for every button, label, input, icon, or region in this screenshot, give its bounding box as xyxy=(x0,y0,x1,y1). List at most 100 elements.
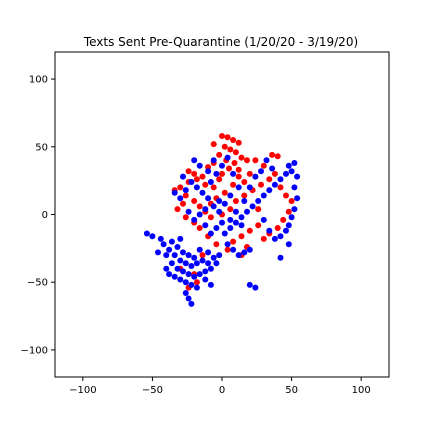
data-point xyxy=(174,244,181,250)
data-point xyxy=(202,268,209,275)
data-point xyxy=(252,157,259,164)
data-point xyxy=(260,192,267,199)
data-point xyxy=(163,252,170,259)
data-point xyxy=(288,168,295,175)
data-point xyxy=(285,222,292,229)
data-point xyxy=(238,214,245,221)
x-tick-label: 0 xyxy=(219,385,225,396)
data-point xyxy=(174,265,181,272)
data-point xyxy=(269,165,276,172)
data-point xyxy=(274,153,281,160)
data-point xyxy=(202,276,209,283)
data-point xyxy=(188,263,195,269)
data-point xyxy=(227,192,234,199)
data-point xyxy=(274,225,281,231)
data-point xyxy=(191,273,198,280)
data-point xyxy=(213,260,220,267)
data-point xyxy=(238,222,245,229)
data-point xyxy=(191,170,198,177)
data-point xyxy=(255,206,262,213)
data-point xyxy=(180,249,186,256)
data-point xyxy=(224,246,231,253)
data-point xyxy=(294,173,301,180)
data-point xyxy=(288,198,295,204)
data-point xyxy=(182,260,189,267)
data-point xyxy=(188,300,195,307)
data-point xyxy=(188,179,195,185)
data-point xyxy=(166,271,173,278)
data-point xyxy=(246,246,253,253)
data-point xyxy=(219,219,225,226)
data-point xyxy=(226,165,232,172)
data-point xyxy=(266,176,273,183)
points-layer xyxy=(143,133,301,307)
data-point xyxy=(269,151,276,158)
data-point xyxy=(207,281,214,288)
data-point xyxy=(249,203,256,210)
data-point xyxy=(180,268,186,275)
data-point xyxy=(263,157,270,164)
data-point xyxy=(207,230,214,237)
data-point xyxy=(168,260,175,267)
data-point xyxy=(283,192,289,199)
data-point xyxy=(210,141,217,148)
x-tick-label: −100 xyxy=(69,385,96,396)
data-point xyxy=(196,225,203,231)
data-point xyxy=(271,181,278,188)
data-point xyxy=(202,222,209,229)
data-point xyxy=(244,157,250,164)
data-point xyxy=(216,252,223,259)
data-point xyxy=(255,222,262,229)
data-point xyxy=(219,133,225,139)
data-point xyxy=(213,225,220,231)
data-point xyxy=(196,271,203,278)
data-point xyxy=(193,184,200,191)
data-point xyxy=(163,265,170,272)
data-point xyxy=(246,170,253,177)
data-point xyxy=(224,134,231,141)
data-point xyxy=(177,257,184,264)
data-point xyxy=(230,181,237,188)
data-point xyxy=(291,184,298,191)
data-point xyxy=(258,181,264,188)
data-point xyxy=(221,143,228,150)
data-point xyxy=(216,198,223,204)
data-point xyxy=(216,151,223,158)
data-point xyxy=(246,281,253,288)
data-point xyxy=(185,271,192,278)
data-point xyxy=(230,238,237,245)
data-point xyxy=(193,284,200,291)
data-point xyxy=(182,187,189,194)
y-tick-label: 100 xyxy=(29,75,48,86)
data-point xyxy=(177,195,184,202)
data-point xyxy=(196,203,203,210)
data-point xyxy=(238,233,245,240)
data-point xyxy=(185,208,192,215)
data-point xyxy=(143,230,150,237)
data-point xyxy=(171,189,178,196)
data-point xyxy=(191,157,198,164)
data-point xyxy=(185,252,192,259)
y-tick-label: 0 xyxy=(42,210,48,221)
data-point xyxy=(210,254,217,261)
data-point xyxy=(277,184,284,191)
data-point xyxy=(182,290,189,296)
data-point xyxy=(271,170,278,177)
data-point xyxy=(180,173,186,180)
data-point xyxy=(155,249,161,256)
data-point xyxy=(260,162,267,169)
data-point xyxy=(241,249,248,256)
data-point xyxy=(216,208,223,215)
data-point xyxy=(235,166,242,173)
data-point xyxy=(213,241,220,248)
data-point xyxy=(219,170,225,177)
data-point xyxy=(202,181,209,188)
data-point xyxy=(210,203,217,210)
data-point xyxy=(182,279,189,286)
data-point xyxy=(244,208,250,215)
data-point xyxy=(199,257,206,264)
data-point xyxy=(196,162,203,169)
data-point xyxy=(160,241,167,248)
data-point xyxy=(193,176,200,183)
